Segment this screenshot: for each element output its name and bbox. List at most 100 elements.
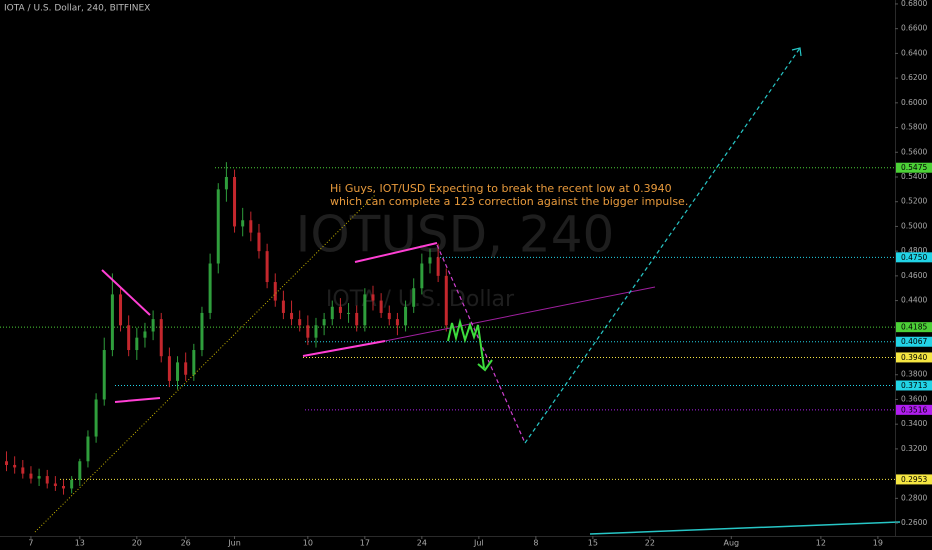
candle-body: [110, 294, 114, 351]
chart-title: IOTA / U.S. Dollar, 240, BITFINEX: [4, 4, 150, 14]
wave-sketch: [447, 318, 485, 369]
candle-body: [420, 263, 424, 289]
candle-body: [78, 461, 82, 480]
level-label: 0.4750: [901, 253, 927, 262]
y-tick-label: 0.6800: [901, 0, 927, 8]
candle-body: [436, 257, 440, 276]
candle-body: [363, 294, 367, 326]
candle-body: [379, 300, 383, 313]
level-label-bg: [896, 252, 932, 263]
candle-body: [249, 220, 253, 233]
candle-body: [94, 399, 98, 437]
projection-line: [524, 47, 801, 444]
x-tick-label: 15: [588, 539, 598, 548]
y-tick-label: 0.2800: [901, 493, 927, 502]
candle-body: [45, 476, 49, 484]
level-label-bg: [896, 162, 932, 173]
candle-body: [387, 312, 391, 320]
candle-body: [62, 485, 66, 489]
y-tick-label: 0.3800: [901, 370, 927, 379]
x-tick-label: 8: [533, 539, 538, 548]
candle-body: [143, 331, 147, 338]
x-tick-label: 7: [28, 539, 33, 548]
candle-body: [322, 319, 326, 326]
candle-body: [281, 300, 285, 313]
candle-body: [102, 350, 106, 400]
y-tick-label: 0.6400: [901, 48, 927, 57]
x-tick-label: 24: [417, 539, 427, 548]
arrow-head: [791, 47, 802, 57]
candle-body: [265, 251, 269, 283]
candle-body: [224, 176, 228, 190]
candle-body: [135, 337, 139, 351]
candle-body: [412, 288, 416, 307]
level-label: 0.3516: [901, 405, 927, 414]
y-tick-label: 0.3600: [901, 394, 927, 403]
y-tick-label: 0.6600: [901, 24, 927, 33]
candle-body: [53, 483, 57, 486]
candle-body: [21, 467, 25, 474]
y-tick-label: 0.4600: [901, 271, 927, 280]
candle-body: [355, 312, 359, 326]
candle-body: [290, 312, 294, 320]
pattern-line: [114, 397, 161, 403]
x-tick-label: 12: [816, 539, 826, 548]
candle-body: [86, 436, 90, 462]
y-tick-label: 0.5000: [901, 221, 927, 230]
candle-body: [13, 464, 17, 468]
y-tick-label: 0.4400: [901, 296, 927, 305]
candle-body: [371, 294, 375, 301]
level-label-bg: [896, 474, 932, 485]
candle-body: [176, 362, 180, 381]
level-label-bg: [896, 352, 932, 363]
y-tick-label: 0.3400: [901, 419, 927, 428]
x-tick-label: Jul: [473, 539, 484, 548]
y-tick-label: 0.4800: [901, 246, 927, 255]
candle-body: [70, 479, 74, 489]
candle-body: [338, 306, 342, 313]
y-tick-label: 0.2600: [901, 518, 927, 527]
trend-line: [589, 521, 901, 535]
level-label-bg: [896, 322, 932, 333]
y-tick-label: 0.5400: [901, 172, 927, 181]
candle-body: [428, 257, 432, 264]
candle-body: [5, 461, 9, 465]
level-label-bg: [896, 380, 932, 391]
candle-body: [192, 350, 196, 375]
x-tick-label: 26: [181, 539, 191, 548]
level-label-bg: [896, 336, 932, 347]
candle-body: [298, 319, 302, 326]
x-tick-label: Aug: [723, 539, 739, 548]
drawings: [34, 47, 901, 535]
x-tick-label: 10: [303, 539, 313, 548]
candle-body: [200, 312, 204, 351]
candle-body: [347, 312, 351, 314]
candle-body: [167, 356, 171, 381]
candle-body: [151, 319, 155, 332]
candle-body: [306, 325, 310, 338]
annotation: Hi Guys, IOT/USD Expecting to break the …: [330, 182, 672, 195]
candle-body: [314, 325, 318, 338]
y-tick-label: 0.5800: [901, 123, 927, 132]
candle-body: [184, 362, 188, 375]
candle-body: [159, 319, 163, 357]
y-tick-label: 0.6000: [901, 98, 927, 107]
x-tick-label: 22: [645, 539, 655, 548]
level-label: 0.5475: [901, 163, 927, 172]
pattern-line: [302, 340, 386, 357]
candle-body: [241, 220, 245, 227]
candle-body: [37, 476, 41, 479]
candle-body: [395, 319, 399, 326]
level-label: 0.4067: [901, 337, 927, 346]
y-tick-label: 0.5200: [901, 197, 927, 206]
candle-body: [273, 282, 277, 301]
level-label-bg: [896, 404, 932, 415]
y-tick-label: 0.5600: [901, 147, 927, 156]
candle-body: [404, 306, 408, 326]
x-tick-label: 20: [132, 539, 142, 548]
x-tick-label: 19: [873, 539, 883, 548]
candle-body: [233, 176, 237, 227]
